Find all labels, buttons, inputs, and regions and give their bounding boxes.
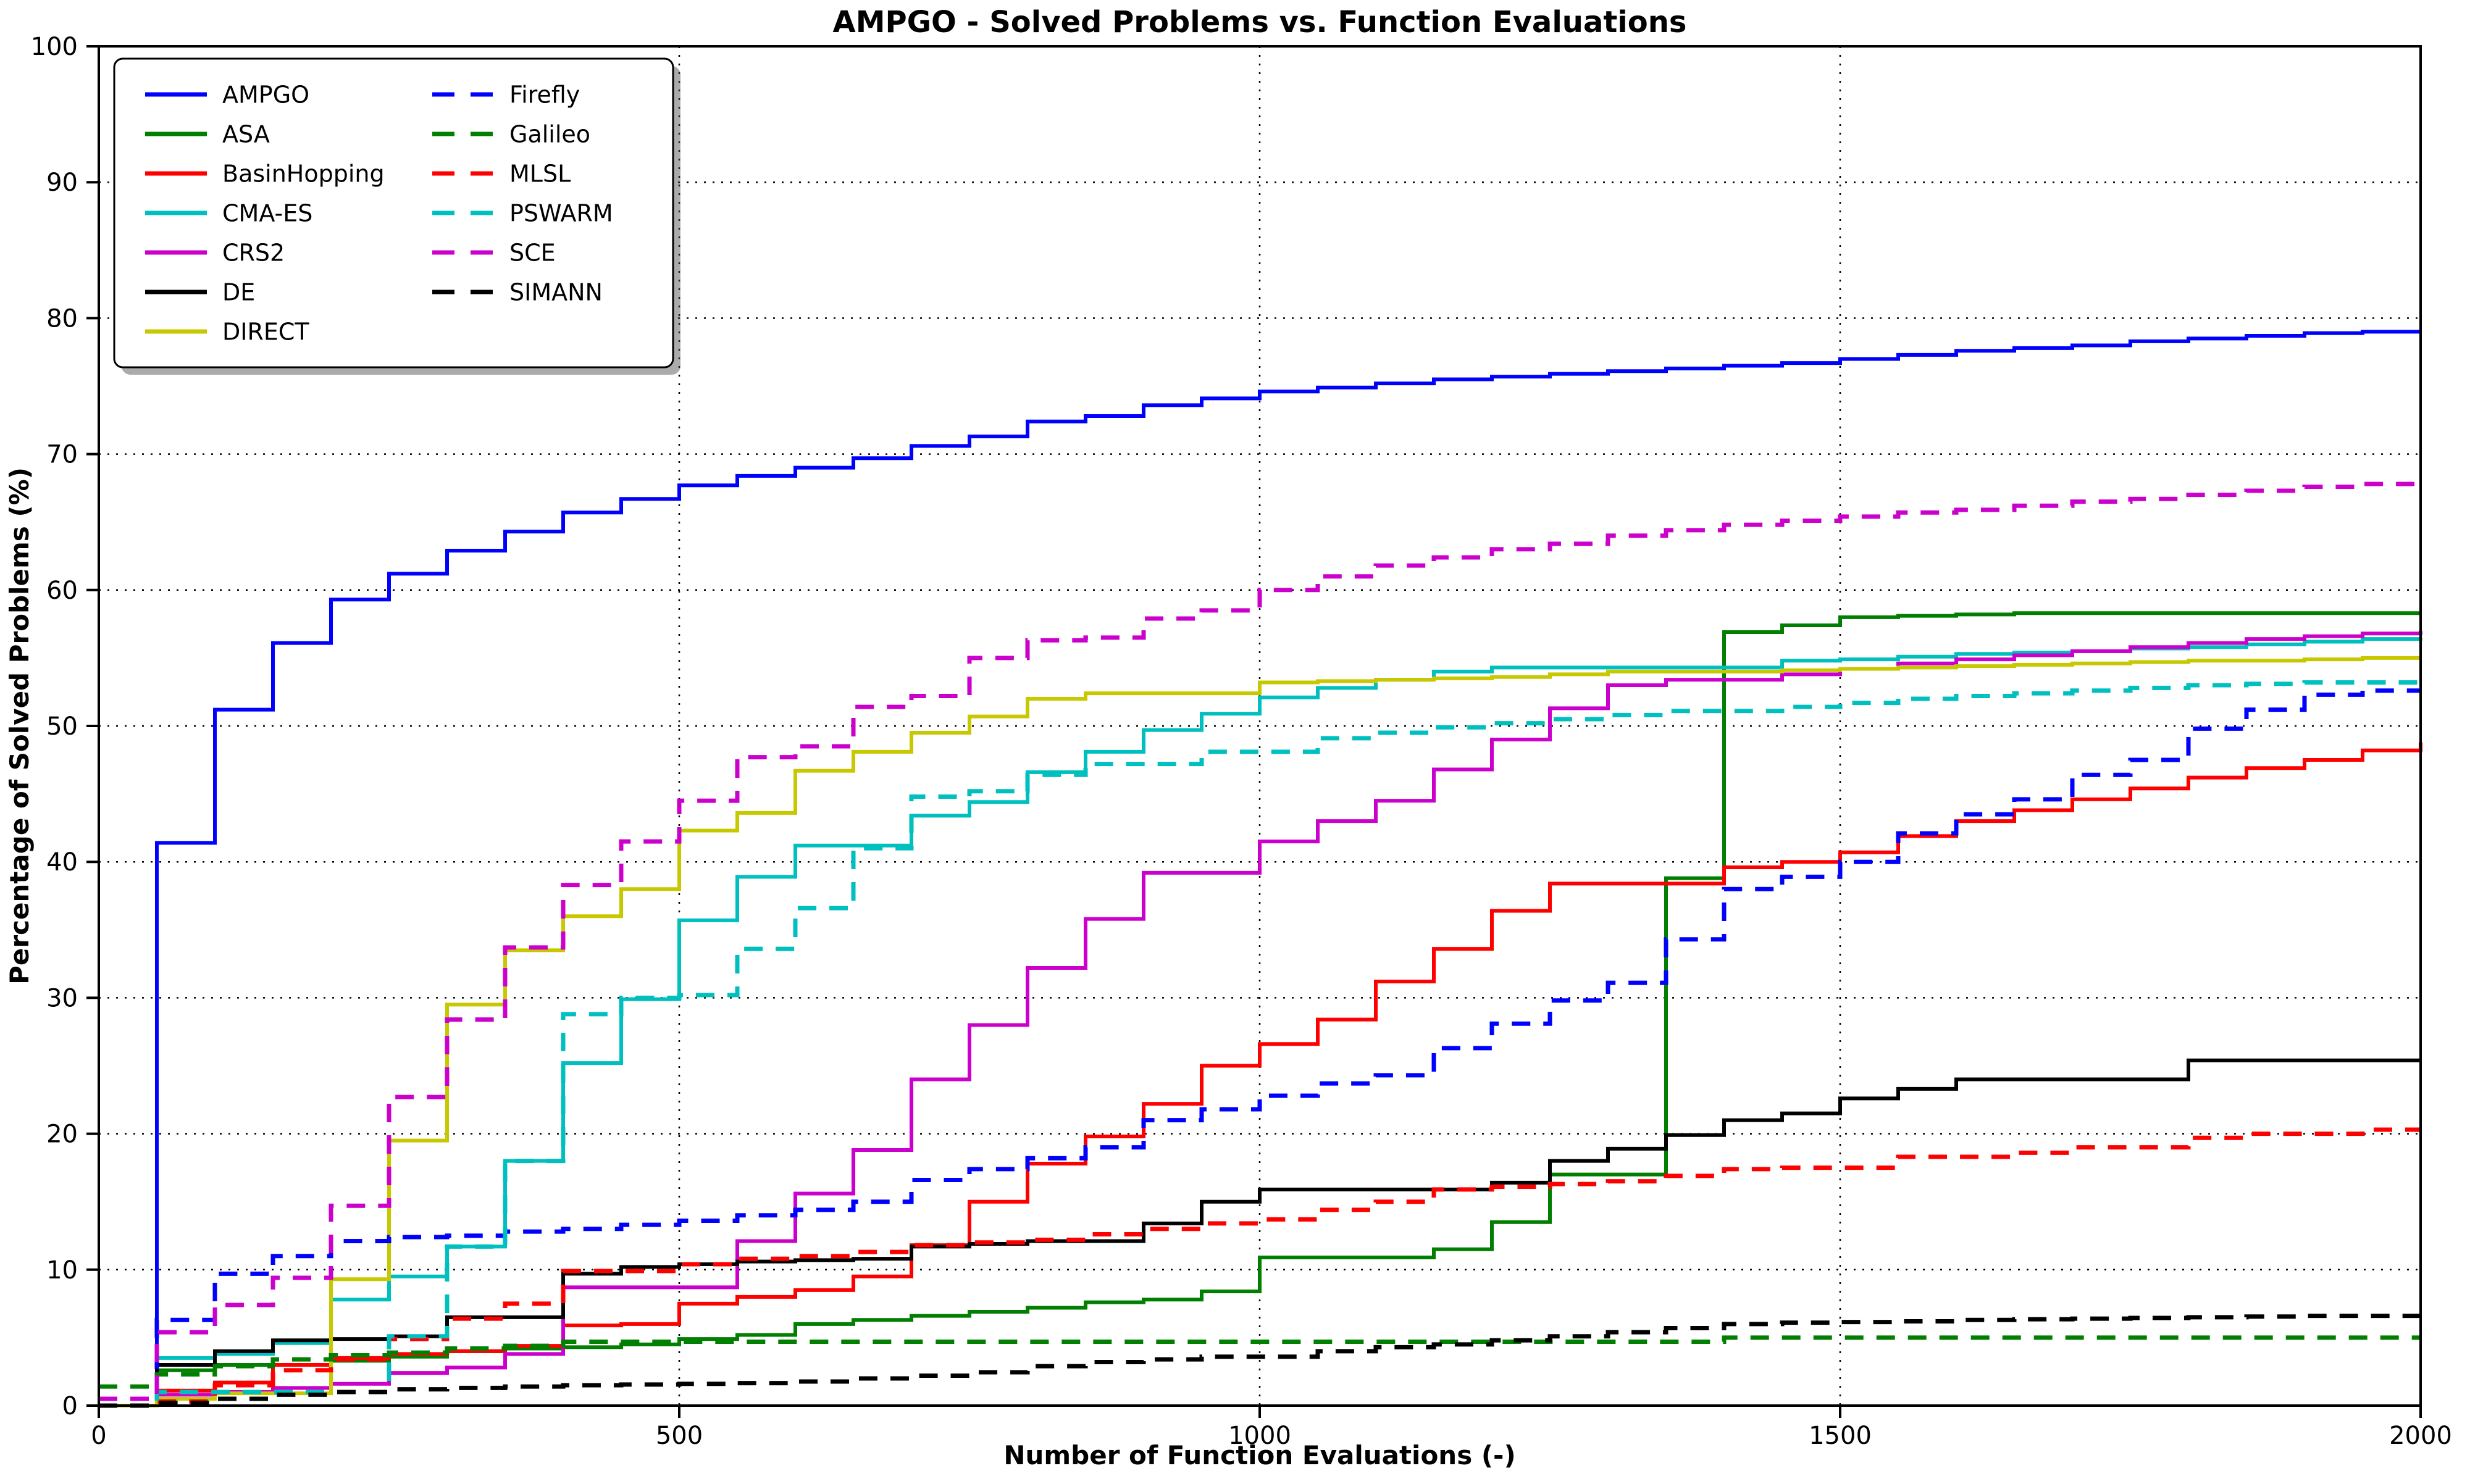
legend-label-simann: SIMANN: [509, 278, 603, 306]
legend-label-direct: DIRECT: [222, 318, 309, 345]
legend-item-simann: SIMANN: [432, 278, 603, 306]
legend-label-sce: SCE: [509, 239, 556, 266]
y-tick-label-10: 10: [46, 1256, 78, 1285]
y-tick-label-0: 0: [62, 1392, 78, 1420]
x-tick-label-1500: 1500: [1809, 1422, 1872, 1450]
legend-label-crs2: CRS2: [222, 239, 285, 266]
chart-title: AMPGO - Solved Problems vs. Function Eva…: [833, 5, 1687, 40]
y-tick-label-80: 80: [46, 304, 78, 333]
legend-label-pswarm: PSWARM: [509, 199, 613, 227]
legend-label-galileo: Galileo: [509, 120, 590, 148]
legend-item-mlsl: MLSL: [432, 160, 571, 187]
series-line-galileo: [99, 1335, 2421, 1389]
series-line-direct: [99, 656, 2421, 1407]
gridlines: [99, 46, 2421, 1406]
legend-item-de: DE: [145, 278, 255, 306]
legend-item-cma-es: CMA-ES: [145, 199, 312, 227]
x-tick-label-2000: 2000: [2389, 1422, 2452, 1450]
series-line-sce: [99, 481, 2421, 1401]
y-axis-label: Percentage of Solved Problems (%): [4, 467, 35, 985]
y-tick-label-30: 30: [46, 984, 78, 1012]
series-line-crs2: [99, 630, 2422, 1407]
series-line-simann: [99, 1314, 2421, 1408]
legend-item-ampgo: AMPGO: [145, 81, 309, 108]
x-tick-label-0: 0: [91, 1422, 106, 1450]
x-tick-label-500: 500: [656, 1422, 703, 1450]
legend-item-pswarm: PSWARM: [432, 199, 613, 227]
legend-item-sce: SCE: [432, 239, 556, 266]
y-tick-label-20: 20: [46, 1120, 78, 1149]
legend: AMPGO ASA BasinHopping CMA-ES CRS2 DE DIRECT Fi…: [113, 57, 680, 375]
series-line-ampgo: [99, 330, 2421, 1407]
legend-label-mlsl: MLSL: [509, 160, 571, 187]
series-line-pswarm: [99, 680, 2421, 1408]
y-tick-label-90: 90: [46, 169, 78, 197]
legend-item-galileo: Galileo: [432, 120, 590, 148]
y-tick-label-50: 50: [46, 712, 78, 741]
legend-item-firefly: Firefly: [432, 81, 580, 108]
y-tick-label-60: 60: [46, 577, 78, 605]
y-tick-label-40: 40: [46, 848, 78, 877]
x-tick-label-1000: 1000: [1228, 1422, 1291, 1450]
legend-item-crs2: CRS2: [145, 239, 285, 266]
legend-item-asa: ASA: [145, 120, 270, 148]
legend-label-basinhopping: BasinHopping: [222, 160, 385, 187]
y-tick-label-100: 100: [31, 33, 78, 61]
legend-box: [113, 57, 674, 369]
legend-label-ampgo: AMPGO: [222, 81, 309, 108]
legend-label-de: DE: [222, 278, 255, 306]
legend-item-direct: DIRECT: [145, 318, 309, 345]
legend-item-basinhopping: BasinHopping: [145, 160, 385, 187]
y-tick-label-70: 70: [46, 441, 78, 469]
series-lines: [99, 330, 2422, 1408]
series-line-mlsl: [99, 1127, 2421, 1408]
legend-label-asa: ASA: [222, 120, 270, 148]
legend-label-firefly: Firefly: [509, 81, 580, 108]
series-line-basinhopping: [99, 742, 2422, 1407]
legend-label-cma-es: CMA-ES: [222, 199, 312, 227]
x-axis-label: Number of Function Evaluations (-): [1003, 1440, 1515, 1470]
